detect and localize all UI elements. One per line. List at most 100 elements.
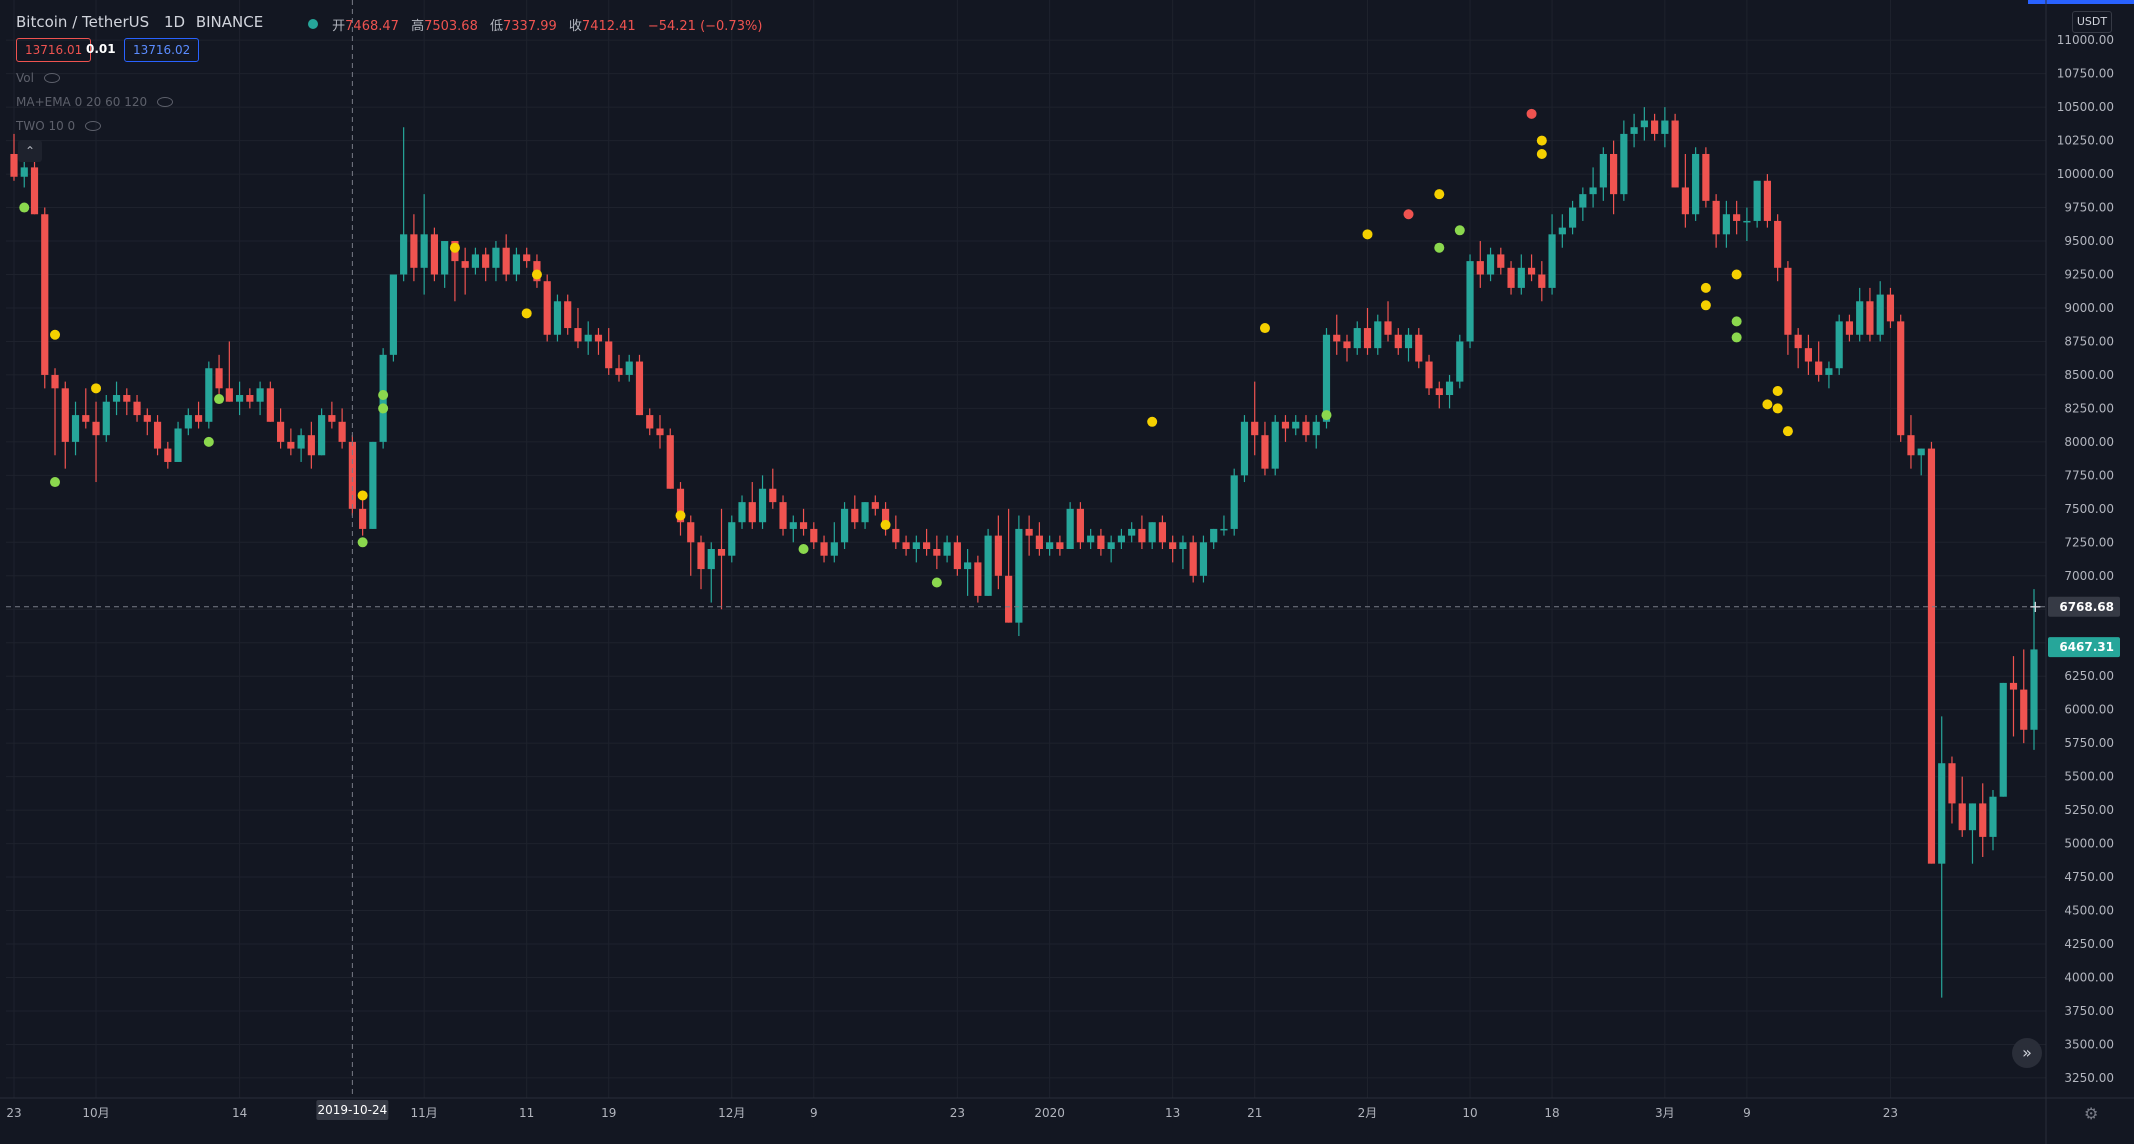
candle-body [656, 428, 664, 436]
signal-dot-green [931, 577, 942, 588]
collapse-legend-button[interactable]: ⌃ [18, 140, 42, 162]
candle-body [1671, 120, 1679, 188]
candle-body [1486, 254, 1495, 275]
y-tick-label: 10250.00 [2057, 134, 2114, 148]
scroll-to-realtime-button[interactable]: » [2012, 1038, 2042, 1068]
candle-body [2009, 682, 2018, 690]
y-tick-label: 9750.00 [2064, 201, 2114, 215]
candle-body [1589, 187, 1597, 195]
y-tick-label: 3250.00 [2064, 1071, 2114, 1085]
candle-body [164, 448, 172, 462]
candle-body [615, 368, 623, 375]
candle-body [1435, 388, 1443, 396]
currency-label[interactable]: USDT [2072, 11, 2112, 33]
eye-off-icon[interactable] [157, 97, 174, 107]
candle-body [184, 415, 192, 429]
candle-body [1220, 528, 1228, 531]
candle-body [1897, 321, 1905, 436]
x-tick-label: 18 [1544, 1106, 1559, 1120]
signal-dot-yellow [50, 329, 61, 340]
candle-body [123, 395, 131, 402]
candle-body [1169, 542, 1177, 549]
candle-body [923, 542, 931, 549]
eye-off-icon[interactable] [43, 73, 60, 83]
candle-body [92, 421, 100, 436]
candle-body [266, 388, 274, 422]
signal-dot-yellow [91, 383, 102, 394]
candle-body [902, 542, 910, 549]
y-tick-label: 7500.00 [2064, 502, 2114, 516]
buy-price-button[interactable]: 13716.02 [124, 38, 200, 62]
signal-dot-yellow [1434, 189, 1445, 200]
candle-body [1743, 220, 1751, 223]
candle-body [51, 374, 59, 389]
plus-icon: + [2029, 597, 2042, 616]
candle-body [1343, 341, 1351, 349]
x-tick-label: 2月 [1358, 1106, 1378, 1120]
last-price-label: 6467.31 [2059, 640, 2114, 654]
x-tick-label: 13 [1165, 1106, 1180, 1120]
candle-body [1148, 522, 1156, 543]
signal-dot-yellow [880, 519, 891, 530]
eye-off-icon[interactable] [85, 121, 102, 131]
last-price-tag [2048, 637, 2120, 658]
x-tick-label: 2020 [1034, 1106, 1065, 1120]
candle-body [471, 254, 480, 268]
y-tick-label: 3750.00 [2064, 1004, 2114, 1018]
candle-body [1753, 180, 1761, 221]
candle-body [1733, 214, 1741, 221]
candle-body [1025, 528, 1033, 536]
x-tick-label: 11月 [411, 1106, 438, 1120]
candle-body [543, 281, 551, 335]
candle-body [1856, 301, 1864, 335]
candle-body [2030, 649, 2038, 730]
symbol-header[interactable]: Bitcoin / TetherUS 1D BINANCE [16, 13, 269, 31]
candle-body [30, 167, 39, 215]
signal-dot-yellow [1147, 416, 1158, 427]
candle-body [1610, 153, 1618, 195]
candle-body [1527, 267, 1536, 275]
candle-body [748, 502, 756, 523]
candle-body [1445, 381, 1454, 396]
candle-body [625, 361, 633, 375]
candle-body [10, 153, 18, 177]
candle-body [1322, 334, 1331, 422]
candle-body [502, 247, 510, 275]
candle-body [1066, 508, 1074, 549]
y-tick-label: 8750.00 [2064, 334, 2114, 348]
symbol-title[interactable]: Bitcoin / TetherUS [16, 13, 150, 31]
signal-dot-green [214, 394, 225, 405]
candle-body [1456, 341, 1464, 382]
candle-body [779, 502, 787, 529]
candle-body [594, 334, 603, 342]
candle-body [1333, 334, 1341, 342]
signal-dot-green [50, 477, 61, 488]
signal-dot-green [1731, 316, 1742, 327]
indicator-vol[interactable]: Vol [16, 71, 60, 85]
candle-body [861, 502, 869, 523]
candle-body [430, 234, 438, 275]
indicator-two[interactable]: TWO 10 0 [16, 119, 102, 133]
signal-dot-yellow [1772, 403, 1783, 414]
sell-price-button[interactable]: 13716.01 [16, 38, 92, 62]
candle-body [676, 488, 685, 523]
candle-body [410, 234, 418, 268]
candle-body [799, 522, 808, 529]
candle-body [1651, 120, 1659, 134]
close-value: 7412.41 [581, 19, 636, 34]
candle-body [1005, 575, 1013, 623]
candle-body [1948, 763, 1956, 804]
candle-body [1404, 334, 1413, 349]
interval-label[interactable]: 1D [163, 13, 186, 31]
y-tick-label: 5750.00 [2064, 736, 2114, 750]
candle-body [1076, 508, 1084, 543]
candle-body [1794, 334, 1802, 349]
signal-dot-yellow [1700, 282, 1711, 293]
spread-value: 0.01 [86, 42, 116, 56]
candle-body [769, 488, 777, 503]
candle-body [1558, 227, 1566, 235]
settings-gear-icon[interactable]: ⚙ [2084, 1104, 2099, 1123]
indicator-ma-ema[interactable]: MA+EMA 0 20 60 120 [16, 95, 174, 109]
candle-body [1466, 261, 1474, 342]
